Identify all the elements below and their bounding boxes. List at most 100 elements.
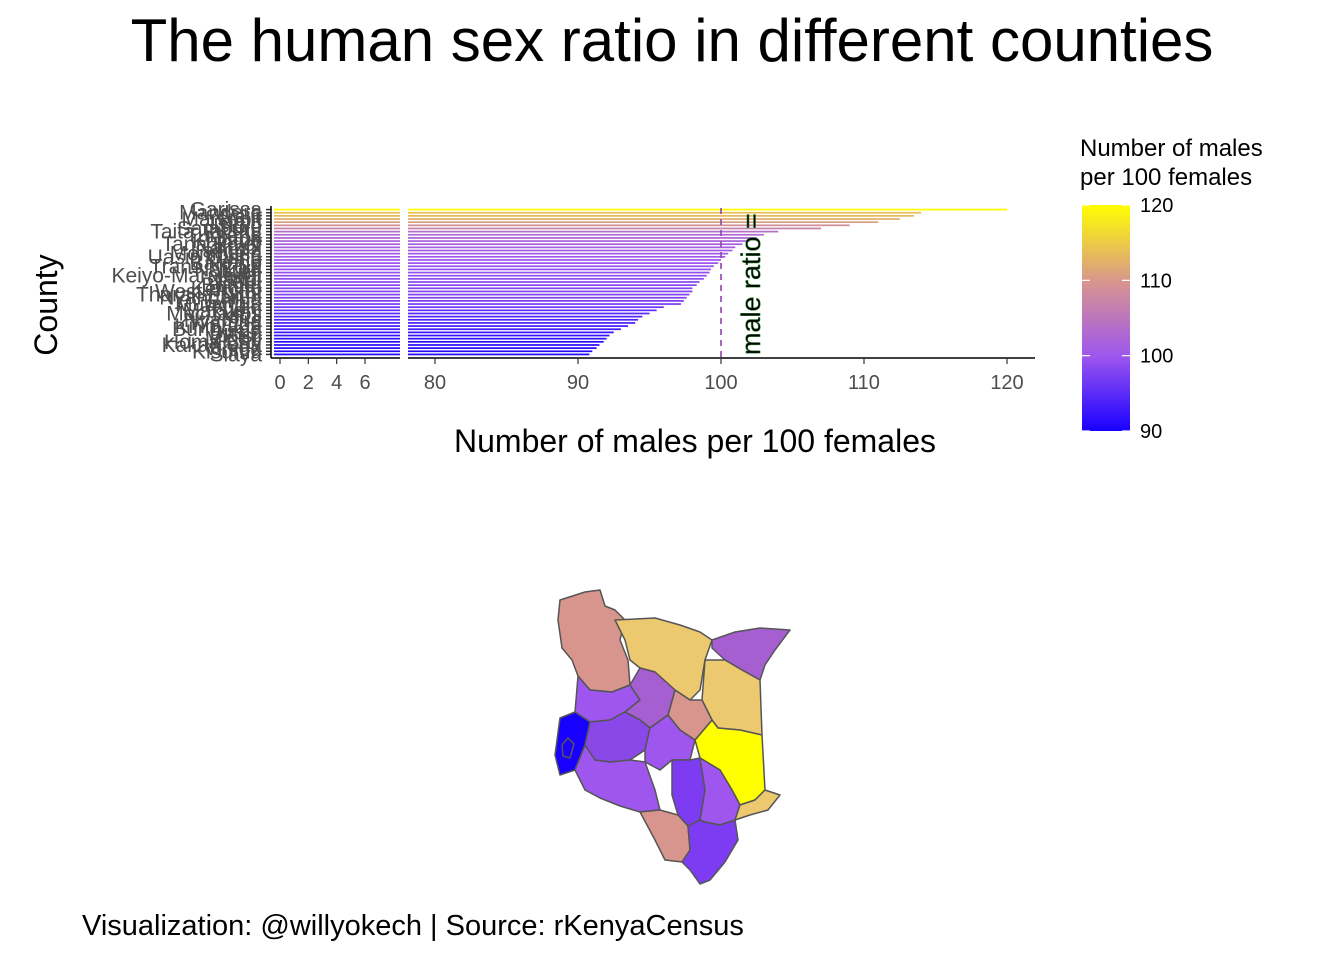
bar-left-27 bbox=[274, 293, 400, 296]
county-label-43: Kakamega bbox=[162, 334, 263, 357]
bar-left-8 bbox=[274, 233, 400, 236]
bar-left-33 bbox=[274, 312, 400, 315]
reference-line-label: male ratio = bbox=[736, 213, 766, 355]
source-caption: Visualization: @willyokech | Source: rKe… bbox=[82, 910, 744, 942]
map-region-southwest bbox=[574, 744, 661, 813]
county-label-5: Isiolo bbox=[213, 214, 262, 237]
bar-12 bbox=[408, 246, 736, 249]
bar-left-40 bbox=[274, 334, 400, 337]
bar-left-44 bbox=[274, 347, 400, 349]
bar-left-21 bbox=[274, 274, 400, 277]
x-tick-label-1: 2 bbox=[303, 372, 314, 394]
county-label-34: Kitui bbox=[221, 306, 262, 329]
x-axis-title: Number of males per 100 females bbox=[454, 423, 936, 459]
county-label-9: Narok bbox=[206, 227, 263, 250]
county-label-15: Uasin Gishu bbox=[148, 246, 262, 269]
bars-panel-right bbox=[408, 208, 1007, 356]
chart-title: The human sex ratio in different countie… bbox=[130, 7, 1214, 74]
county-label-16: Kwale bbox=[205, 249, 262, 272]
y-axis-title: County bbox=[28, 254, 64, 355]
county-label-22: Nandi bbox=[207, 268, 262, 291]
bar-15 bbox=[408, 255, 726, 258]
county-label-19: Nakuru bbox=[194, 258, 262, 281]
legend-tick-label-3: 120 bbox=[1140, 195, 1173, 217]
county-label-2: Wajir bbox=[215, 205, 262, 228]
county-label-40: Kisii bbox=[223, 325, 262, 348]
county-label-45: Kisumu bbox=[192, 340, 262, 363]
bar-19 bbox=[408, 268, 711, 271]
bar-38 bbox=[408, 328, 621, 331]
bar-8 bbox=[408, 233, 764, 236]
x-tick-label-2: 4 bbox=[331, 372, 342, 394]
bar-left-5 bbox=[274, 224, 400, 227]
bar-left-42 bbox=[274, 340, 400, 343]
x-tick-label-8: 120 bbox=[990, 372, 1023, 394]
bar-6 bbox=[408, 227, 822, 230]
county-label-28: Nyandarua bbox=[159, 287, 262, 310]
bar-left-26 bbox=[274, 290, 400, 293]
bar-left-13 bbox=[274, 249, 400, 252]
bar-left-6 bbox=[274, 227, 400, 230]
x-tick-label-6: 100 bbox=[704, 372, 737, 394]
bar-left-41 bbox=[274, 337, 400, 340]
x-tick-label-7: 110 bbox=[848, 372, 880, 394]
county-label-10: Kajiado bbox=[192, 230, 262, 253]
county-label-6: Samburu bbox=[177, 217, 262, 240]
map-region-northeast bbox=[711, 627, 791, 681]
bar-left-32 bbox=[274, 309, 400, 312]
county-label-20: Kilifi bbox=[223, 262, 262, 285]
county-label-3: Marsabit bbox=[181, 208, 262, 231]
bar-left-14 bbox=[274, 252, 400, 255]
x-tick-label-5: 90 bbox=[567, 372, 589, 394]
bar-4 bbox=[408, 221, 879, 224]
bar-left-4 bbox=[274, 221, 400, 224]
bar-left-31 bbox=[274, 306, 400, 309]
bar-left-30 bbox=[274, 303, 400, 305]
axes: 0 2 4 6 80 90 100 110 120 bbox=[270, 206, 1035, 394]
bar-46 bbox=[408, 353, 590, 356]
bar-37 bbox=[408, 325, 629, 327]
bar-5 bbox=[408, 224, 850, 227]
bar-25 bbox=[408, 287, 693, 290]
x-tick-label-0: 0 bbox=[274, 372, 285, 394]
county-label-27: Tharaka-Nithi bbox=[136, 284, 262, 307]
bar-left-2 bbox=[274, 215, 400, 217]
bar-17 bbox=[408, 262, 719, 264]
county-label-11: Tana River bbox=[162, 233, 262, 256]
bar-left-46 bbox=[274, 353, 400, 356]
county-label-29: Embu bbox=[207, 290, 262, 313]
bar-35 bbox=[408, 318, 639, 321]
bar-left-38 bbox=[274, 328, 400, 331]
bar-left-28 bbox=[274, 296, 400, 299]
bar-left-1 bbox=[274, 211, 400, 214]
county-label-32: Makueni bbox=[183, 299, 262, 322]
bar-45 bbox=[408, 350, 593, 353]
bar-3 bbox=[408, 218, 900, 220]
bar-22 bbox=[408, 277, 704, 280]
county-label-41: Migori bbox=[205, 328, 262, 351]
bar-43 bbox=[408, 344, 600, 346]
county-label-25: Kericho bbox=[191, 277, 262, 300]
color-legend: Number of males per 100 females 90 100 110… bbox=[1080, 135, 1263, 443]
county-label-36: Kiambu bbox=[191, 312, 262, 335]
county-label-1: Mandera bbox=[179, 202, 262, 225]
county-label-12: Nairobi bbox=[195, 236, 262, 259]
county-label-7: Taita Taveta bbox=[150, 221, 262, 244]
bar-left-7 bbox=[274, 230, 400, 233]
bar-0 bbox=[408, 208, 1007, 211]
bar-32 bbox=[408, 309, 657, 312]
bar-left-3 bbox=[274, 218, 400, 220]
bar-left-16 bbox=[274, 259, 400, 261]
bar-13 bbox=[408, 249, 733, 252]
county-labels: GarissaManderaWajirMarsabitLamuIsioloSam… bbox=[111, 199, 271, 366]
bar-10 bbox=[408, 240, 750, 242]
county-label-44: Vihiga bbox=[204, 337, 262, 360]
bar-left-36 bbox=[274, 322, 400, 324]
county-label-33: Machakos bbox=[166, 302, 262, 325]
bars-panel-left bbox=[274, 208, 400, 356]
county-label-18: Trans Nzoia bbox=[150, 255, 263, 278]
bar-18 bbox=[408, 265, 714, 268]
county-label-35: Nyamira bbox=[184, 309, 262, 332]
bar-11 bbox=[408, 243, 743, 246]
bar-33 bbox=[408, 312, 650, 315]
